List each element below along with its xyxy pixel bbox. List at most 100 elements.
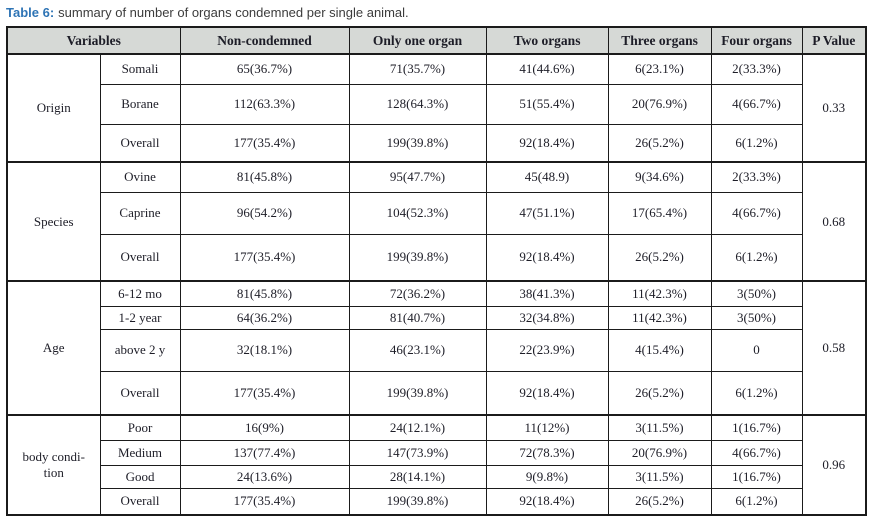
table-row: Borane 112(63.3%) 128(64.3%) 51(55.4%) 20(76…: [7, 83, 866, 125]
data-cell: 6(1.2%): [710, 370, 803, 416]
group-cell-origin: Origin: [6, 53, 101, 163]
data-cell: 51(55.4%): [485, 83, 609, 125]
data-cell: 128(64.3%): [348, 83, 487, 125]
row-label-6-12-mo: 6-12 mo: [99, 280, 181, 307]
data-cell: 92(18.4%): [485, 370, 609, 416]
data-cell: 4(15.4%): [607, 328, 712, 372]
data-cell: 72(36.2%): [348, 280, 487, 307]
data-cell: 20(76.9%): [607, 83, 712, 125]
data-cell: 199(39.8%): [348, 123, 487, 163]
table-caption: Table 6: summary of number of organs cond…: [6, 4, 871, 22]
data-cell: 64(36.2%): [179, 305, 350, 330]
data-cell: 0: [710, 328, 803, 372]
data-cell: 41(44.6%): [485, 53, 609, 85]
table-row: Caprine 96(54.2%) 104(52.3%) 47(51.1%) 17(65…: [7, 191, 866, 235]
data-cell: 11(42.3%): [607, 280, 712, 307]
col-header-three-organs: Three organs: [607, 26, 712, 55]
row-label-overall: Overall: [99, 487, 181, 516]
col-header-non-condemned: Non-condemned: [179, 26, 350, 55]
data-cell: 20(76.9%): [607, 439, 712, 466]
data-cell: 81(45.8%): [179, 161, 350, 193]
col-header-variables: Variables: [6, 26, 181, 55]
data-cell: 147(73.9%): [348, 439, 487, 466]
data-cell: 104(52.3%): [348, 191, 487, 235]
data-cell: 199(39.8%): [348, 487, 487, 516]
data-cell: 95(47.7%): [348, 161, 487, 193]
data-cell: 177(35.4%): [179, 487, 350, 516]
data-cell: 92(18.4%): [485, 233, 609, 282]
data-cell: 9(9.8%): [485, 464, 609, 489]
data-cell: 24(13.6%): [179, 464, 350, 489]
table-row: Medium 137(77.4%) 147(73.9%) 72(78.3%) 20(76…: [7, 439, 866, 466]
data-cell: 45(48.9): [485, 161, 609, 193]
row-label-1-2-year: 1-2 year: [99, 305, 181, 330]
col-header-four-organs: Four organs: [710, 26, 803, 55]
table-caption-label: Table 6:: [6, 5, 55, 20]
data-cell: 26(5.2%): [607, 233, 712, 282]
p-value-cell: 0.58: [801, 280, 867, 416]
table-row: Species Ovine 81(45.8%) 95(47.7%) 45(48.9) 9(…: [6, 161, 867, 282]
table-row: Good 24(13.6%) 28(14.1%) 9(9.8%) 3(11.5%) 1(1…: [7, 464, 866, 489]
row-label-ovine: Ovine: [99, 161, 181, 193]
data-cell: 2(33.3%): [710, 53, 803, 85]
data-cell: 38(41.3%): [485, 280, 609, 307]
data-cell: 6(1.2%): [710, 123, 803, 163]
row-label-overall: Overall: [99, 123, 181, 163]
data-cell: 32(18.1%): [179, 328, 350, 372]
data-cell: 3(50%): [710, 305, 803, 330]
data-cell: 199(39.8%): [348, 370, 487, 416]
data-cell: 81(45.8%): [179, 280, 350, 307]
data-cell: 6(23.1%): [607, 53, 712, 85]
data-cell: 26(5.2%): [607, 487, 712, 516]
data-cell: 46(23.1%): [348, 328, 487, 372]
data-cell: 1(16.7%): [710, 414, 803, 441]
data-cell: 177(35.4%): [179, 370, 350, 416]
table-row: body condi- tion Poor 16(9%) 24(12.1%) 11(12…: [6, 414, 867, 516]
data-cell: 92(18.4%): [485, 123, 609, 163]
header-row: Variables Non-condemned Only one organ Two …: [6, 26, 867, 55]
col-header-only-one-organ: Only one organ: [348, 26, 487, 55]
row-label-overall: Overall: [99, 370, 181, 416]
data-cell: 3(11.5%): [607, 414, 712, 441]
data-cell: 3(11.5%): [607, 464, 712, 489]
data-cell: 177(35.4%): [179, 233, 350, 282]
table-row: Origin Somali 65(36.7%) 71(35.7%) 41(44.6%) 6…: [6, 53, 867, 163]
group-cell-age: Age: [6, 280, 101, 416]
data-cell: 9(34.6%): [607, 161, 712, 193]
row-label-good: Good: [99, 464, 181, 489]
data-cell: 22(23.9%): [485, 328, 609, 372]
data-cell: 1(16.7%): [710, 464, 803, 489]
row-label-caprine: Caprine: [99, 191, 181, 235]
data-cell: 92(18.4%): [485, 487, 609, 516]
table-row: Overall 177(35.4%) 199(39.8%) 92(18.4%) 26(5…: [7, 233, 866, 282]
table-body: Origin Somali 65(36.7%) 71(35.7%) 41(44.6%) 6…: [6, 53, 867, 516]
data-cell: 47(51.1%): [485, 191, 609, 235]
data-cell: 32(34.8%): [485, 305, 609, 330]
group-cell-body-condi-tion: body condi- tion: [6, 414, 101, 516]
data-cell: 4(66.7%): [710, 439, 803, 466]
col-header-two-organs: Two organs: [485, 26, 609, 55]
data-cell: 137(77.4%): [179, 439, 350, 466]
row-label-somali: Somali: [99, 53, 181, 85]
data-cell: 177(35.4%): [179, 123, 350, 163]
data-cell: 6(1.2%): [710, 233, 803, 282]
table-row: 1-2 year 64(36.2%) 81(40.7%) 32(34.8%) 11(42…: [7, 305, 866, 330]
table-row: Overall 177(35.4%) 199(39.8%) 92(18.4%) 26(5…: [7, 370, 866, 416]
data-cell: 24(12.1%): [348, 414, 487, 441]
table-caption-text: summary of number of organs condemned pe…: [58, 5, 409, 20]
table-header: Variables Non-condemned Only one organ Two …: [6, 26, 867, 55]
data-cell: 11(42.3%): [607, 305, 712, 330]
p-value-cell: 0.96: [801, 414, 867, 516]
data-cell: 96(54.2%): [179, 191, 350, 235]
row-label-borane: Borane: [99, 83, 181, 125]
table-row: Overall 177(35.4%) 199(39.8%) 92(18.4%) 26(5…: [7, 123, 866, 163]
row-label-poor: Poor: [99, 414, 181, 441]
data-cell: 26(5.2%): [607, 370, 712, 416]
table-row: Age 6-12 mo 81(45.8%) 72(36.2%) 38(41.3%) 11(…: [6, 280, 867, 416]
data-cell: 4(66.7%): [710, 83, 803, 125]
row-label-medium: Medium: [99, 439, 181, 466]
table-row: above 2 y 32(18.1%) 46(23.1%) 22(23.9%) 4(15…: [7, 328, 866, 372]
data-cell: 65(36.7%): [179, 53, 350, 85]
col-header-p-value: P Value: [801, 26, 867, 55]
